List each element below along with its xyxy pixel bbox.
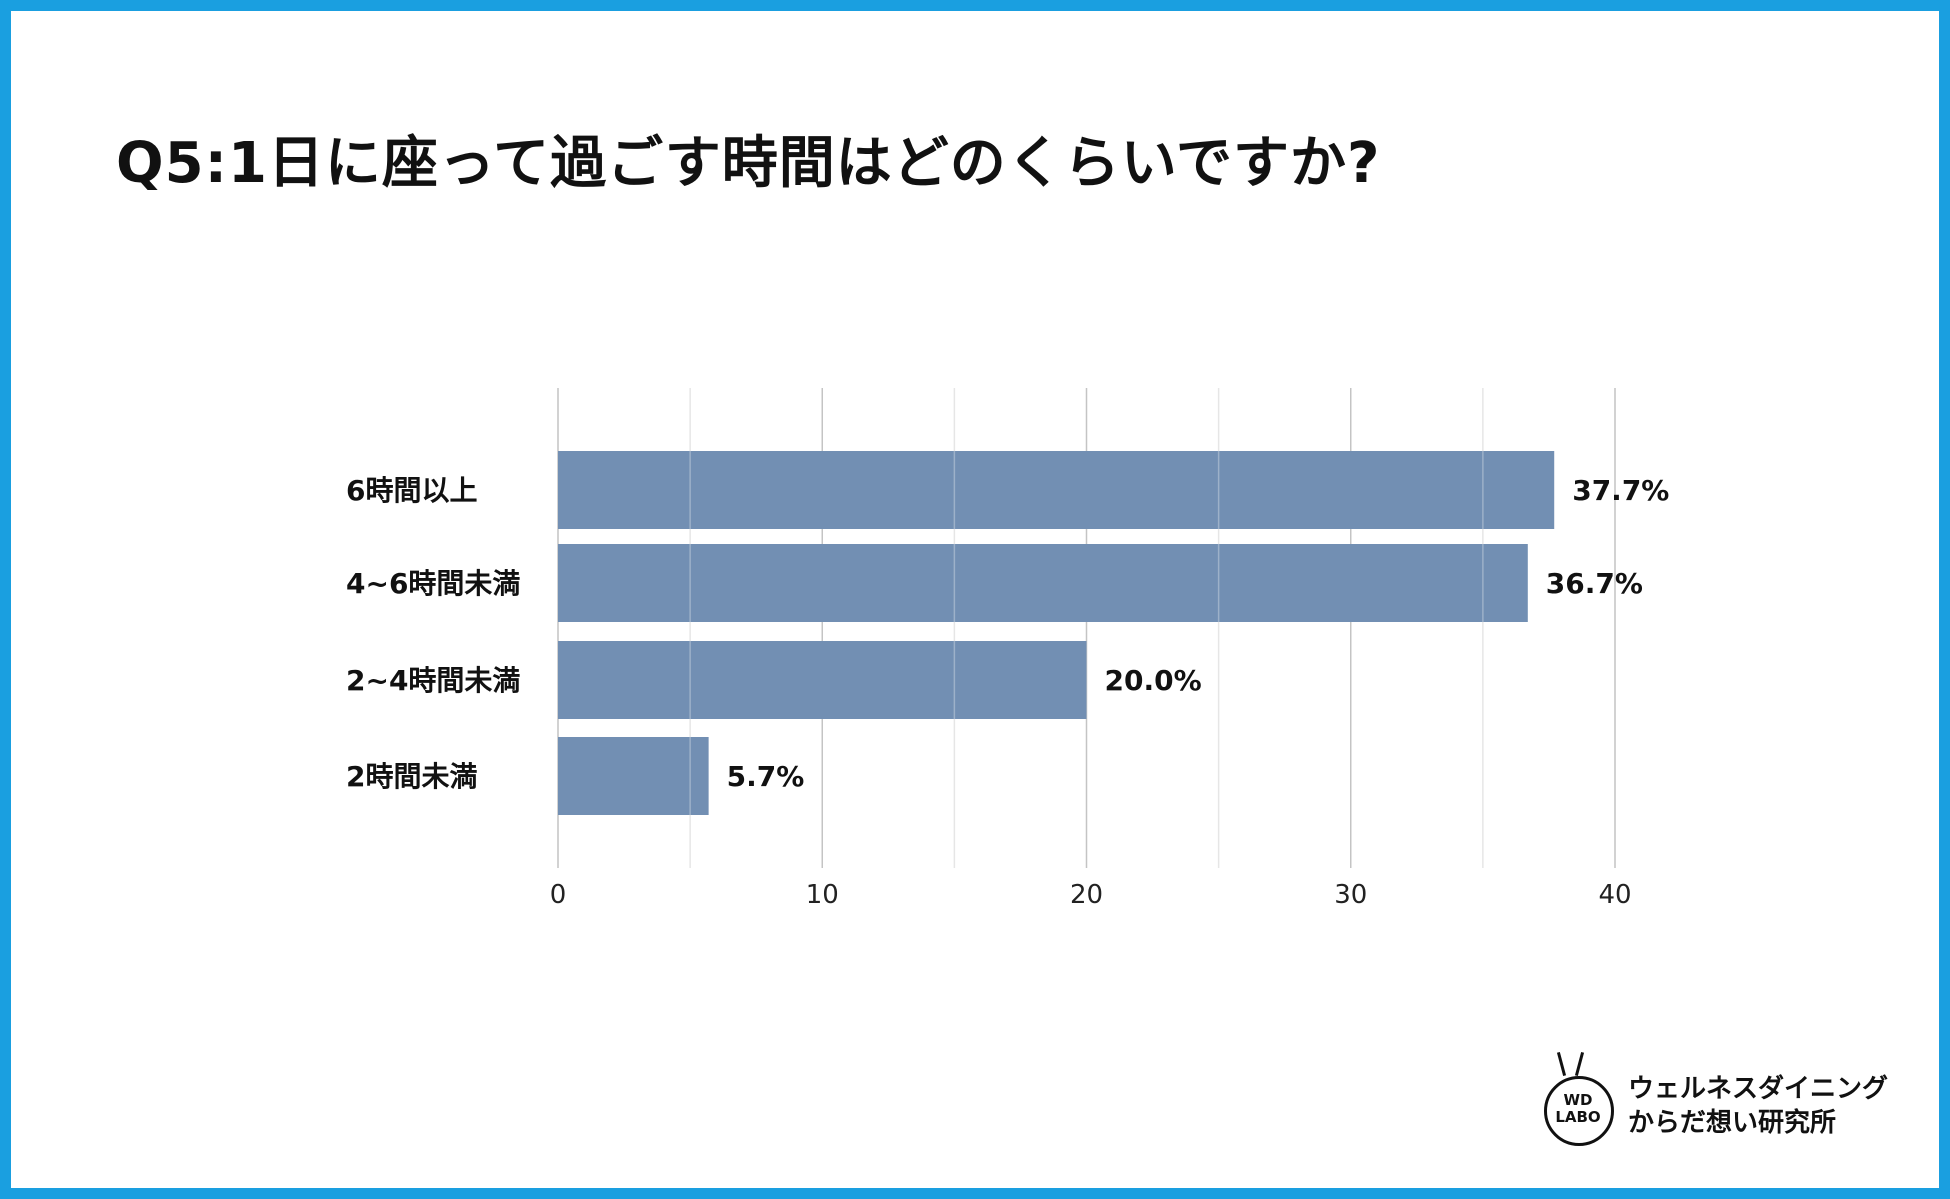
logo-mark-line1: WD bbox=[1563, 1091, 1593, 1109]
bar bbox=[558, 451, 1555, 529]
logo-circle bbox=[1544, 1076, 1614, 1146]
category-label: 4~6時間未満 bbox=[346, 567, 520, 600]
x-tick-label: 40 bbox=[1598, 880, 1631, 910]
wd-labo-logo: WD LABO ウェルネスダイニング からだ想い研究所 bbox=[1540, 1050, 1910, 1150]
bar bbox=[558, 641, 1087, 719]
category-label: 6時間以上 bbox=[346, 474, 477, 507]
value-label: 37.7% bbox=[1572, 474, 1669, 507]
logo-antenna-left bbox=[1556, 1052, 1567, 1076]
logo-text: ウェルネスダイニング からだ想い研究所 bbox=[1628, 1072, 1888, 1140]
logo-mark-line2: LABO bbox=[1555, 1108, 1601, 1126]
category-label: 2~4時間未満 bbox=[346, 664, 520, 697]
value-label: 5.7% bbox=[727, 760, 805, 793]
x-tick-label: 30 bbox=[1334, 880, 1367, 910]
value-labels: 37.7% 36.7% 20.0% 5.7% bbox=[727, 474, 1670, 793]
bars bbox=[558, 451, 1555, 815]
x-tick-label: 20 bbox=[1070, 880, 1103, 910]
logo-antenna-right bbox=[1574, 1052, 1585, 1076]
value-label: 36.7% bbox=[1546, 567, 1643, 600]
logo-text-line1: ウェルネスダイニング bbox=[1628, 1074, 1889, 1104]
bar bbox=[558, 544, 1528, 622]
value-label: 20.0% bbox=[1105, 664, 1202, 697]
category-label: 2時間未満 bbox=[346, 760, 477, 793]
x-tick-label: 0 bbox=[550, 880, 567, 910]
x-tick-labels: 0 10 20 30 40 bbox=[550, 880, 1632, 910]
chart-title: Q5:1日に座って過ごす時間はどのくらいですか? bbox=[116, 131, 1381, 196]
bar bbox=[558, 737, 709, 815]
logo-text-line2: からだ想い研究所 bbox=[1628, 1108, 1837, 1138]
x-tick-label: 10 bbox=[806, 880, 839, 910]
logo-mark: WD LABO bbox=[1540, 1092, 1616, 1126]
category-labels: 6時間以上 4~6時間未満 2~4時間未満 2時間未満 bbox=[346, 474, 520, 793]
